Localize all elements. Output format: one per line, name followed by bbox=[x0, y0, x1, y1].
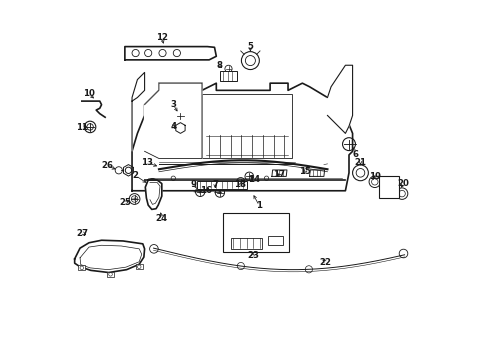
Text: 12: 12 bbox=[156, 33, 168, 42]
Text: 9: 9 bbox=[191, 180, 196, 189]
Bar bbox=[202, 94, 292, 158]
Text: 15: 15 bbox=[299, 167, 311, 176]
Bar bbox=[107, 272, 114, 277]
Text: 25: 25 bbox=[119, 198, 131, 207]
Text: 10: 10 bbox=[83, 89, 95, 98]
Text: 22: 22 bbox=[319, 258, 332, 267]
Text: 18: 18 bbox=[234, 180, 246, 189]
Polygon shape bbox=[74, 240, 145, 273]
Text: 5: 5 bbox=[247, 42, 253, 51]
Text: 6: 6 bbox=[352, 150, 359, 159]
Polygon shape bbox=[125, 46, 216, 60]
Bar bbox=[231, 238, 262, 249]
Text: 21: 21 bbox=[354, 158, 367, 167]
Bar bbox=[78, 265, 85, 270]
Text: 1: 1 bbox=[256, 201, 262, 210]
Polygon shape bbox=[327, 65, 353, 134]
Text: 3: 3 bbox=[171, 100, 176, 109]
Bar bbox=[269, 235, 283, 244]
Bar bbox=[136, 264, 143, 269]
Text: 20: 20 bbox=[397, 179, 410, 188]
Bar bbox=[196, 181, 247, 189]
Text: 23: 23 bbox=[247, 251, 259, 260]
Text: 7: 7 bbox=[212, 180, 219, 189]
Polygon shape bbox=[132, 72, 145, 151]
Text: 11: 11 bbox=[76, 123, 88, 132]
Text: 16: 16 bbox=[200, 186, 212, 195]
Text: 26: 26 bbox=[101, 161, 113, 170]
Text: 8: 8 bbox=[217, 61, 223, 70]
Bar bbox=[220, 71, 237, 81]
Polygon shape bbox=[132, 83, 353, 191]
Polygon shape bbox=[145, 83, 202, 158]
Text: 24: 24 bbox=[156, 214, 168, 223]
Polygon shape bbox=[146, 180, 162, 210]
Text: 4: 4 bbox=[170, 122, 176, 131]
Bar bbox=[223, 213, 289, 252]
Text: 2: 2 bbox=[133, 171, 139, 180]
Text: 27: 27 bbox=[77, 229, 89, 238]
Text: 13: 13 bbox=[142, 158, 153, 167]
Text: 14: 14 bbox=[248, 175, 260, 184]
Text: 19: 19 bbox=[369, 172, 381, 181]
Text: 17: 17 bbox=[272, 170, 285, 179]
Bar bbox=[379, 176, 399, 198]
